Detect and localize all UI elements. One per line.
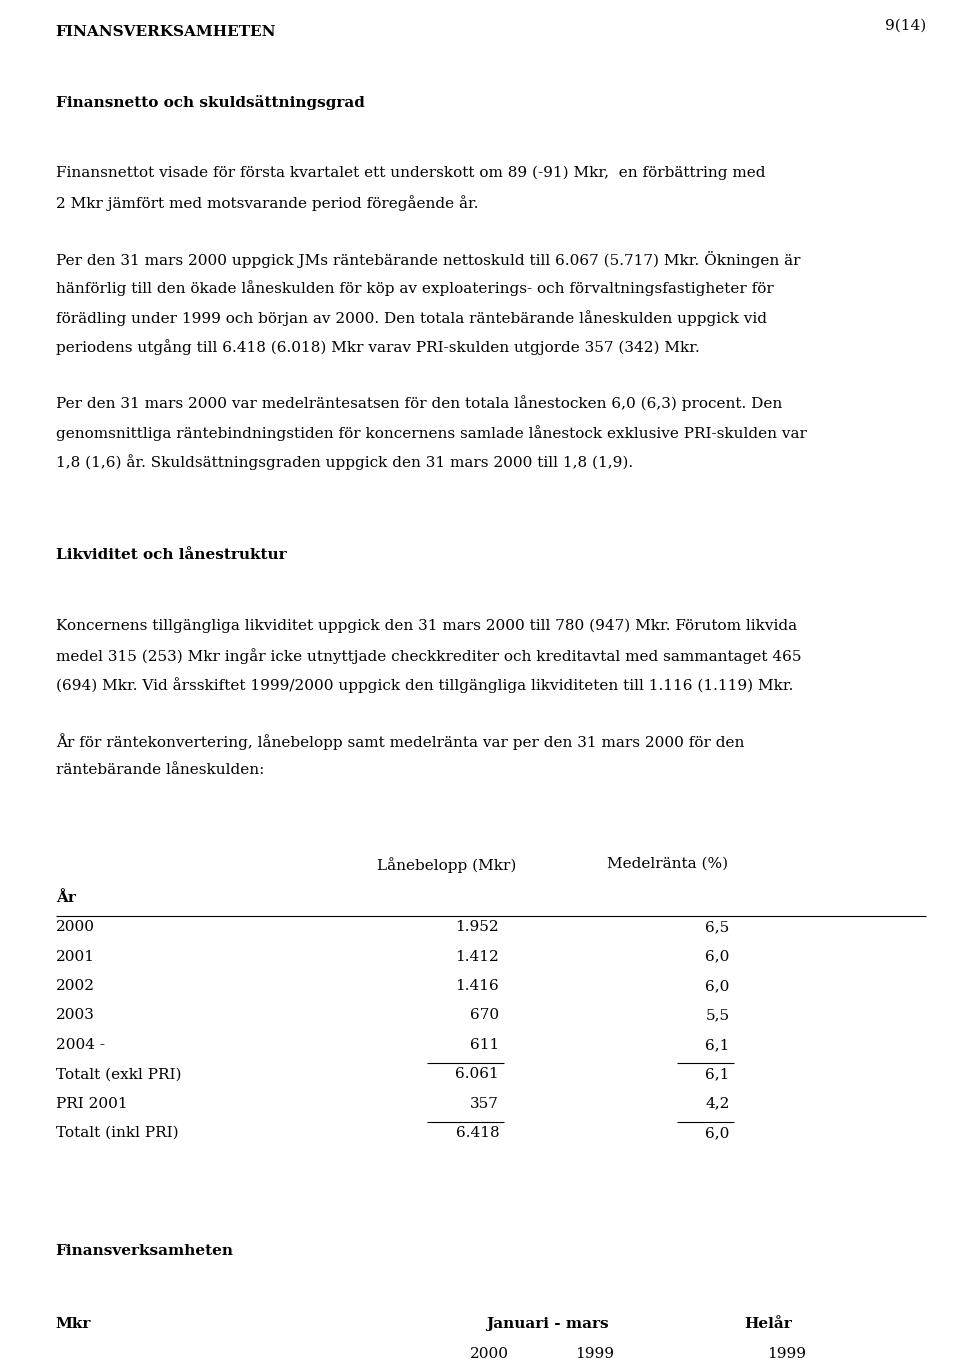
Text: Helår: Helår <box>744 1317 792 1331</box>
Text: 6,0: 6,0 <box>706 949 730 963</box>
Text: 2 Mkr jämfört med motsvarande period föregående år.: 2 Mkr jämfört med motsvarande period för… <box>56 196 478 211</box>
Text: 611: 611 <box>470 1038 499 1052</box>
Text: 1,8 (1,6) år. Skuldsättningsgraden uppgick den 31 mars 2000 till 1,8 (1,9).: 1,8 (1,6) år. Skuldsättningsgraden uppgi… <box>56 454 633 471</box>
Text: 6,0: 6,0 <box>706 1126 730 1140</box>
Text: förädling under 1999 och början av 2000. Den totala räntebärande låneskulden upp: förädling under 1999 och början av 2000.… <box>56 311 767 326</box>
Text: 9(14): 9(14) <box>885 19 926 33</box>
Text: medel 315 (253) Mkr ingår icke utnyttjade checkkrediter och kreditavtal med samm: medel 315 (253) Mkr ingår icke utnyttjad… <box>56 648 802 663</box>
Text: 1.952: 1.952 <box>456 921 499 934</box>
Text: 5,5: 5,5 <box>706 1008 730 1022</box>
Text: 2003: 2003 <box>56 1008 94 1022</box>
Text: Koncernens tillgängliga likviditet uppgick den 31 mars 2000 till 780 (947) Mkr. : Koncernens tillgängliga likviditet uppgi… <box>56 618 797 633</box>
Text: periodens utgång till 6.418 (6.018) Mkr varav PRI-skulden utgjorde 357 (342) Mkr: periodens utgång till 6.418 (6.018) Mkr … <box>56 339 700 356</box>
Text: 2004 -: 2004 - <box>56 1038 105 1052</box>
Text: Per den 31 mars 2000 var medelräntesatsen för den totala lånestocken 6,0 (6,3) p: Per den 31 mars 2000 var medelräntesatse… <box>56 395 782 412</box>
Text: 6.418: 6.418 <box>456 1126 499 1140</box>
Text: 1999: 1999 <box>575 1346 614 1361</box>
Text: räntebärande låneskulden:: räntebärande låneskulden: <box>56 763 264 777</box>
Text: År för räntekonvertering, lånebelopp samt medelränta var per den 31 mars 2000 fö: År för räntekonvertering, lånebelopp sam… <box>56 733 744 750</box>
Text: 670: 670 <box>470 1008 499 1022</box>
Text: Lånebelopp (Mkr): Lånebelopp (Mkr) <box>376 856 516 873</box>
Text: 6,5: 6,5 <box>706 921 730 934</box>
Text: 2000: 2000 <box>56 921 95 934</box>
Text: Januari - mars: Januari - mars <box>486 1317 609 1331</box>
Text: 2001: 2001 <box>56 949 95 963</box>
Text: Finansnetto och skuldsättningsgrad: Finansnetto och skuldsättningsgrad <box>56 96 365 111</box>
Text: PRI 2001: PRI 2001 <box>56 1097 128 1111</box>
Text: 6.061: 6.061 <box>455 1067 499 1081</box>
Text: genomsnittliga räntebindningstiden för koncernens samlade lånestock exklusive PR: genomsnittliga räntebindningstiden för k… <box>56 424 806 440</box>
Text: 4,2: 4,2 <box>706 1097 730 1111</box>
Text: Finansnettot visade för första kvartalet ett underskott om 89 (-91) Mkr,  en för: Finansnettot visade för första kvartalet… <box>56 166 765 181</box>
Text: 6,1: 6,1 <box>706 1038 730 1052</box>
Text: hänförlig till den ökade låneskulden för köp av exploaterings- och förvaltningsf: hänförlig till den ökade låneskulden för… <box>56 280 774 297</box>
Text: Totalt (exkl PRI): Totalt (exkl PRI) <box>56 1067 181 1081</box>
Text: (694) Mkr. Vid årsskiftet 1999/2000 uppgick den tillgängliga likviditeten till 1: (694) Mkr. Vid årsskiftet 1999/2000 uppg… <box>56 677 793 694</box>
Text: År: År <box>56 891 76 904</box>
Text: 2000: 2000 <box>469 1346 509 1361</box>
Text: 1.416: 1.416 <box>455 979 499 993</box>
Text: Medelränta (%): Medelränta (%) <box>607 856 728 871</box>
Text: Per den 31 mars 2000 uppgick JMs räntebärande nettoskuld till 6.067 (5.717) Mkr.: Per den 31 mars 2000 uppgick JMs räntebä… <box>56 252 801 268</box>
Text: Finansverksamheten: Finansverksamheten <box>56 1244 233 1257</box>
Text: 1.412: 1.412 <box>455 949 499 963</box>
Text: 6,0: 6,0 <box>706 979 730 993</box>
Text: Likviditet och lånestruktur: Likviditet och lånestruktur <box>56 549 286 562</box>
Text: 1999: 1999 <box>767 1346 806 1361</box>
Text: Mkr: Mkr <box>56 1317 91 1331</box>
Text: 6,1: 6,1 <box>706 1067 730 1081</box>
Text: 2002: 2002 <box>56 979 95 993</box>
Text: Totalt (inkl PRI): Totalt (inkl PRI) <box>56 1126 179 1140</box>
Text: FINANSVERKSAMHETEN: FINANSVERKSAMHETEN <box>56 25 276 38</box>
Text: 357: 357 <box>470 1097 499 1111</box>
